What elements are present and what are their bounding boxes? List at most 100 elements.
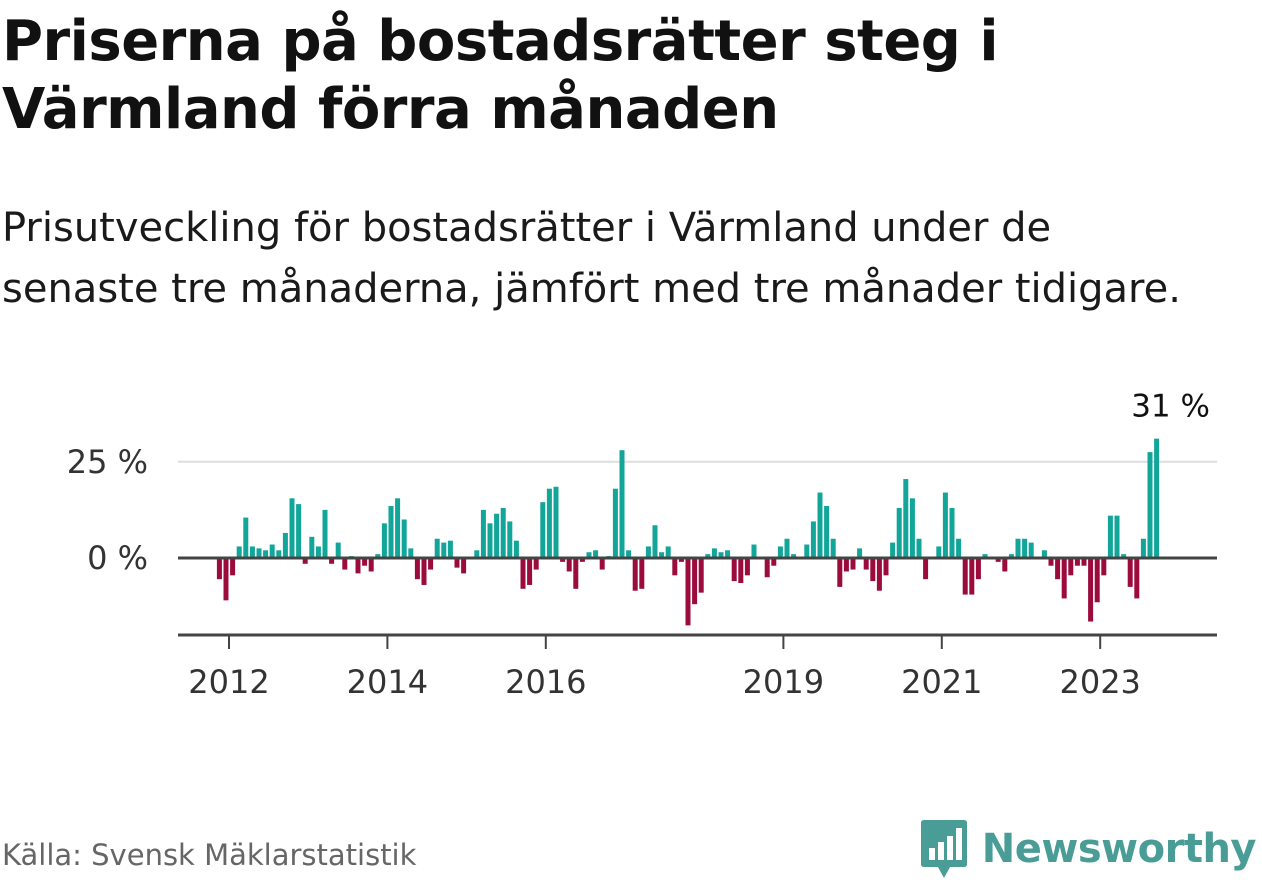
bar-2015-07 bbox=[500, 507, 506, 558]
bar-2014-12 bbox=[454, 558, 460, 568]
bar-2022-01 bbox=[1015, 538, 1021, 558]
bar-2017-11 bbox=[685, 558, 691, 626]
bar-2023-04 bbox=[1114, 515, 1120, 558]
bar-2023-02 bbox=[1101, 558, 1107, 576]
bar-2017-08 bbox=[665, 546, 671, 558]
bar-2020-03 bbox=[870, 558, 876, 582]
bar-2019-08 bbox=[824, 506, 830, 558]
bar-2018-08 bbox=[744, 558, 750, 576]
last-value-annotation: 31 % bbox=[1131, 389, 1210, 425]
bar-2017-10 bbox=[678, 558, 684, 562]
chart-title: Priserna på bostadsrätter steg i Värmlan… bbox=[2, 9, 999, 142]
bar-2013-06 bbox=[335, 542, 341, 558]
bar-2012-09 bbox=[276, 550, 282, 558]
bar-2017-04 bbox=[639, 558, 645, 589]
bar-2013-02 bbox=[309, 536, 315, 558]
bar-2023-03 bbox=[1107, 515, 1113, 558]
bar-2023-10 bbox=[1154, 438, 1160, 558]
bar-2013-04 bbox=[322, 509, 328, 559]
bar-2013-10 bbox=[362, 558, 368, 566]
bar-2021-06 bbox=[969, 558, 975, 595]
bar-2017-12 bbox=[692, 558, 698, 605]
bar-2013-07 bbox=[342, 558, 348, 570]
bar-2021-11 bbox=[1002, 558, 1008, 572]
bar-2019-03 bbox=[791, 554, 797, 558]
bar-2014-11 bbox=[447, 540, 453, 558]
bar-2018-12 bbox=[771, 558, 777, 566]
bar-2019-05 bbox=[804, 544, 810, 558]
brand-logo: Newsworthy bbox=[920, 818, 1257, 880]
bar-2023-05 bbox=[1121, 554, 1127, 558]
bar-2022-09 bbox=[1068, 558, 1074, 576]
bar-2020-08 bbox=[903, 479, 909, 558]
bar-2013-11 bbox=[368, 558, 374, 572]
bar-2012-08 bbox=[269, 544, 275, 558]
bar-2017-09 bbox=[672, 558, 678, 576]
bar-2021-12 bbox=[1008, 554, 1014, 558]
bar-2014-07 bbox=[421, 558, 427, 585]
bar-2018-09 bbox=[751, 544, 757, 558]
x-tick-label: 2021 bbox=[901, 663, 982, 701]
bar-2018-06 bbox=[731, 558, 737, 582]
bar-2019-07 bbox=[817, 492, 823, 558]
bar-2014-09 bbox=[434, 538, 440, 558]
bar-2016-01 bbox=[540, 502, 546, 558]
bar-2016-10 bbox=[599, 558, 605, 570]
bar-2022-03 bbox=[1028, 542, 1034, 558]
bar-2021-03 bbox=[949, 507, 955, 558]
bar-2023-06 bbox=[1127, 558, 1133, 587]
bar-2017-03 bbox=[632, 558, 638, 591]
bar-2014-08 bbox=[428, 558, 434, 570]
bar-2015-05 bbox=[487, 523, 493, 558]
bar-2018-07 bbox=[738, 558, 744, 584]
bar-2012-02 bbox=[230, 558, 236, 576]
x-tick-label: 2019 bbox=[743, 663, 824, 701]
bar-2019-11 bbox=[843, 558, 849, 572]
bar-2023-09 bbox=[1147, 452, 1153, 559]
bar-2020-02 bbox=[863, 558, 869, 570]
bar-2021-10 bbox=[995, 558, 1001, 562]
bar-2015-12 bbox=[533, 558, 539, 570]
bar-2011-12 bbox=[216, 558, 222, 580]
bar-2020-05 bbox=[883, 558, 889, 576]
bar-2018-02 bbox=[705, 554, 711, 558]
bar-2017-02 bbox=[626, 550, 632, 558]
bar-2018-01 bbox=[698, 558, 704, 593]
bar-2014-05 bbox=[408, 548, 414, 559]
bar-2017-05 bbox=[645, 546, 651, 558]
bar-2012-04 bbox=[243, 517, 249, 558]
bar-2012-05 bbox=[249, 546, 255, 558]
bar-2022-10 bbox=[1074, 558, 1080, 566]
bar-2014-06 bbox=[414, 558, 420, 580]
bar-2016-05 bbox=[566, 558, 572, 572]
brand-name: Newsworthy bbox=[981, 826, 1257, 872]
bar-2021-05 bbox=[962, 558, 968, 595]
bar-2012-10 bbox=[282, 532, 288, 558]
bar-2020-10 bbox=[916, 538, 922, 558]
bar-2012-03 bbox=[236, 546, 242, 558]
bar-2015-11 bbox=[527, 558, 533, 585]
y-tick-label: 25 % bbox=[67, 443, 148, 481]
bar-2016-06 bbox=[573, 558, 579, 589]
bar-2013-12 bbox=[375, 554, 381, 558]
bar-2016-07 bbox=[579, 558, 585, 562]
bar-2019-06 bbox=[810, 521, 816, 558]
bar-2019-10 bbox=[837, 558, 843, 587]
bar-2018-04 bbox=[718, 552, 724, 558]
bar-2012-11 bbox=[289, 498, 295, 558]
bar-2017-01 bbox=[619, 450, 625, 558]
bar-2021-01 bbox=[936, 546, 942, 558]
bar-2017-06 bbox=[652, 525, 658, 558]
bar-2019-09 bbox=[830, 538, 836, 558]
bar-2015-09 bbox=[513, 540, 519, 558]
bar-2020-04 bbox=[876, 558, 882, 591]
bar-2022-06 bbox=[1048, 558, 1054, 566]
bar-2012-06 bbox=[256, 548, 262, 559]
bar-2013-09 bbox=[355, 558, 361, 574]
bar-2016-02 bbox=[546, 488, 552, 558]
bar-2014-03 bbox=[395, 498, 401, 558]
bar-2015-01 bbox=[461, 558, 467, 574]
bar-2018-05 bbox=[725, 550, 731, 558]
bar-2016-12 bbox=[612, 488, 618, 558]
bar-2016-03 bbox=[553, 486, 559, 558]
